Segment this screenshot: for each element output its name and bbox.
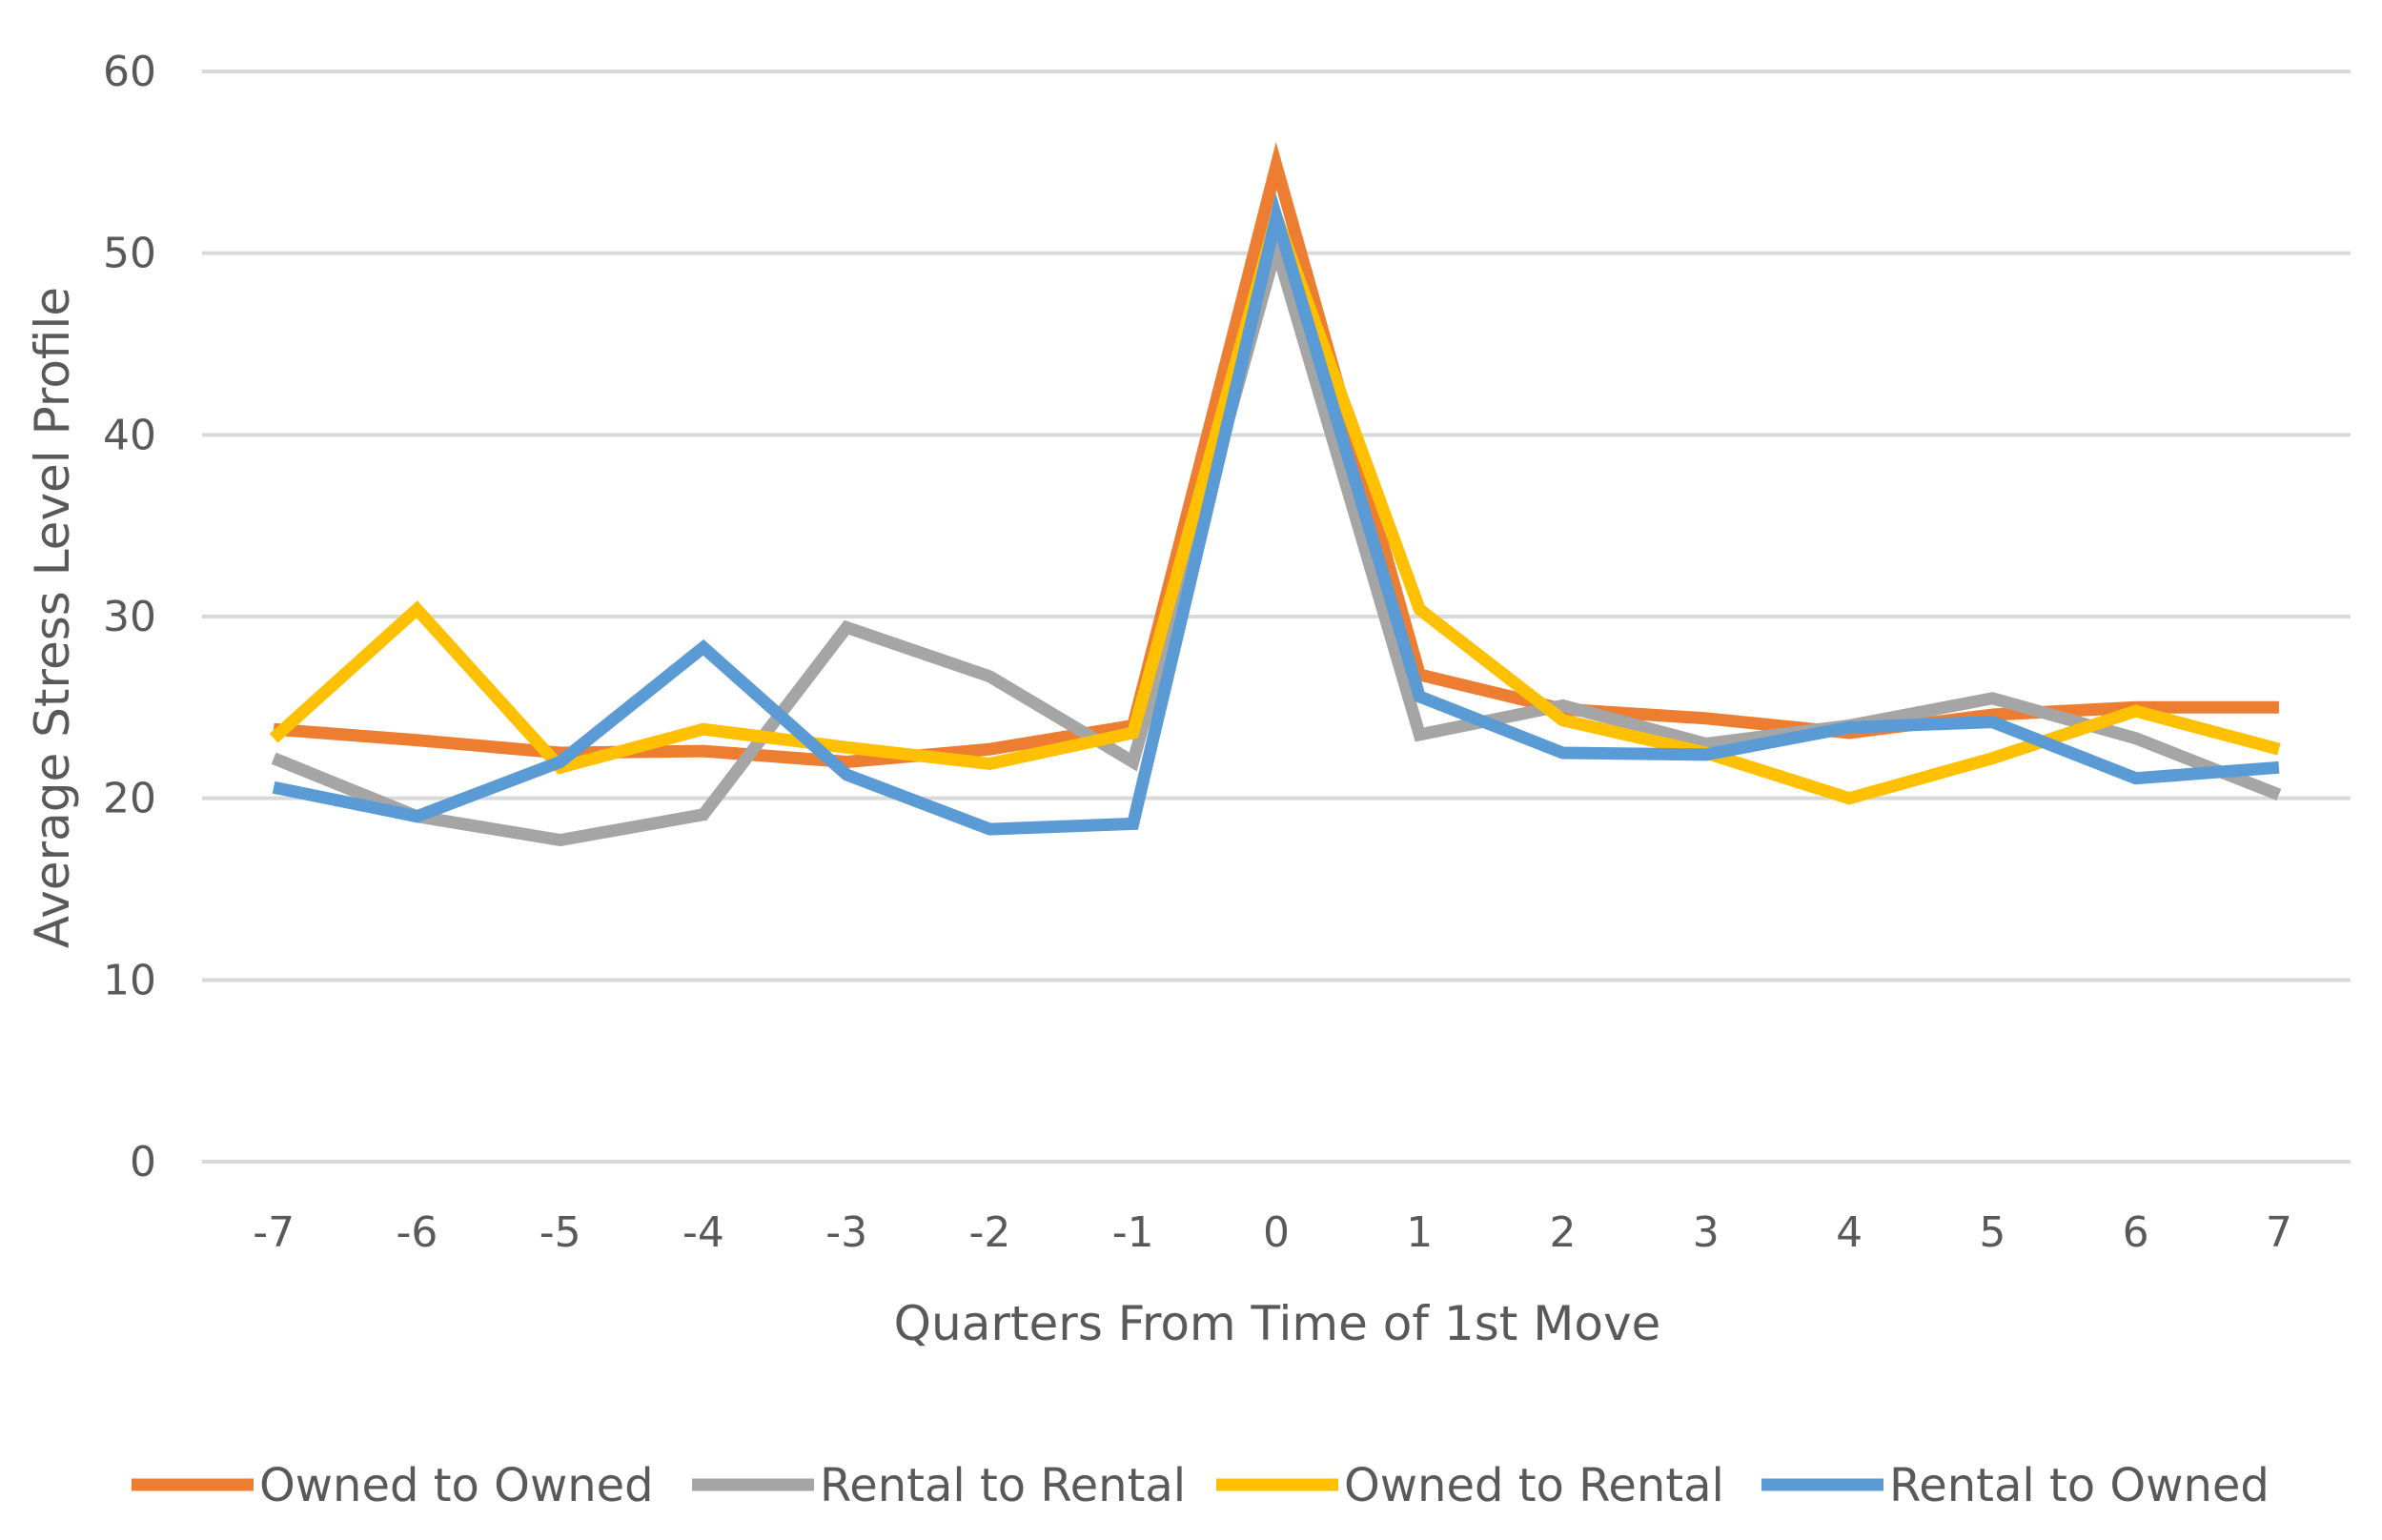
y-tick-label: 20 — [103, 775, 156, 823]
y-tick-label: 0 — [130, 1138, 156, 1186]
x-tick-label: 7 — [2266, 1208, 2292, 1257]
x-tick-label: 3 — [1693, 1208, 1720, 1257]
series-lines — [269, 142, 2282, 847]
y-axis-title: Average Stress Level Profile — [25, 287, 80, 948]
y-tick-label: 10 — [103, 956, 156, 1004]
legend-label: Rental to Owned — [1889, 1459, 2270, 1512]
y-tick-label: 30 — [103, 593, 156, 641]
x-tick-label: -7 — [253, 1208, 295, 1257]
x-axis-ticks: -7 -6 -5 -4 -3 -2 -1 0 1 2 3 4 5 6 7 — [253, 1208, 2292, 1257]
legend-label: Rental to Rental — [820, 1459, 1186, 1512]
x-tick-label: -4 — [682, 1208, 724, 1257]
series-line-rental-to-owned — [272, 192, 2280, 836]
series-line-rental-to-rental — [271, 225, 2282, 847]
x-tick-label: -6 — [396, 1208, 438, 1257]
x-tick-label: 1 — [1406, 1208, 1433, 1257]
x-tick-label: 6 — [2123, 1208, 2149, 1257]
x-tick-label: 4 — [1836, 1208, 1863, 1257]
x-tick-label: -3 — [825, 1208, 867, 1257]
y-tick-label: 40 — [103, 411, 156, 459]
x-tick-label: 2 — [1550, 1208, 1577, 1257]
y-axis-ticks: 0 10 20 30 40 50 60 — [103, 48, 156, 1186]
legend: Owned to Owned Rental to Rental Owned to R… — [132, 1459, 2270, 1512]
x-axis-title: Quarters From Time of 1st Move — [894, 1296, 1661, 1351]
legend-label: Owned to Rental — [1344, 1459, 1724, 1512]
x-tick-label: -5 — [540, 1208, 581, 1257]
x-tick-label: 0 — [1263, 1208, 1290, 1257]
y-tick-label: 60 — [103, 48, 156, 96]
y-tick-label: 50 — [103, 230, 156, 278]
x-tick-label: -1 — [1112, 1208, 1154, 1257]
legend-label: Owned to Owned — [259, 1459, 654, 1512]
x-tick-label: 5 — [1979, 1208, 2005, 1257]
x-tick-label: -2 — [969, 1208, 1011, 1257]
